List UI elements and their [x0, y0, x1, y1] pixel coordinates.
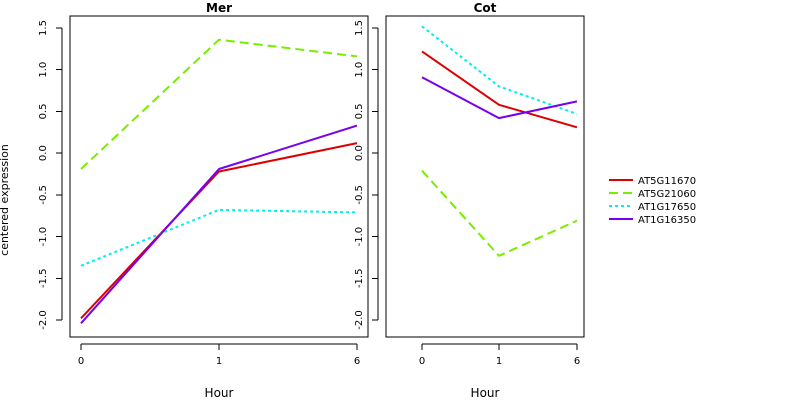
legend-entry: AT5G11670 — [609, 176, 696, 187]
series-line-at5g11670 — [80, 142, 358, 319]
y-tick-label: -1.5 — [354, 269, 365, 289]
chart-panel-mer: Mer -2.0 -1.5 -1.0 -0.5 0.0 0.5 1.0 1.5 0 1 6 Hour — [38, 1, 369, 400]
legend-label: AT1G16350 — [638, 215, 696, 226]
y-tick-label: -1.5 — [38, 269, 49, 289]
y-tick-label: -2.0 — [38, 310, 49, 330]
x-tick-label: 0 — [78, 356, 84, 367]
panel-title: Cot — [474, 1, 497, 15]
y-tick-label: -2.0 — [354, 310, 365, 330]
x-tick-label: 0 — [419, 356, 425, 367]
x-tick-label: 6 — [354, 356, 360, 367]
x-tick-label: 1 — [216, 356, 222, 367]
series-line-at5g11670 — [421, 50, 578, 129]
y-tick-label: 1.0 — [354, 62, 365, 78]
series-line-at1g16350 — [421, 76, 578, 120]
chart-panels: Mer-2.0-1.5-1.0-0.50.00.51.01.50 1 6HourCo… — [38, 1, 585, 400]
series-line-at1g17650 — [421, 25, 578, 115]
y-tick-label: -0.5 — [38, 185, 49, 205]
x-tick-label: 1 — [496, 356, 502, 367]
series-line-at1g16350 — [80, 124, 358, 324]
y-tick-label: 0.0 — [354, 145, 365, 161]
x-tick-label: 6 — [574, 356, 580, 367]
chart-panel-cot: Cot -2.0 -1.5 -1.0 -0.5 0.0 0.5 1.0 1.5 0 1 6 Hour — [354, 1, 585, 400]
series-line-at1g17650 — [80, 208, 358, 267]
x-axis-label: Hour — [471, 386, 500, 400]
legend-entry: AT5G21060 — [609, 189, 696, 200]
legend-entry: AT1G17650 — [609, 202, 696, 213]
y-tick-label: 0.5 — [354, 103, 365, 119]
plot-frame — [385, 15, 585, 338]
y-tick-label: -1.0 — [354, 227, 365, 247]
y-tick-label: 1.0 — [38, 62, 49, 78]
x-axis-label: Hour — [205, 386, 234, 400]
y-tick-label: -1.0 — [38, 227, 49, 247]
series-line-at5g21060 — [421, 170, 578, 257]
legend-entry: AT1G16350 — [609, 215, 696, 226]
y-tick-label: 1.5 — [354, 20, 365, 36]
y-tick-label: 0.5 — [38, 103, 49, 119]
y-tick-label: 0.0 — [38, 145, 49, 161]
legend-label: AT1G17650 — [638, 202, 696, 213]
panel-title: Mer — [206, 1, 232, 15]
y-tick-label: 1.5 — [38, 20, 49, 36]
y-tick-label: -0.5 — [354, 185, 365, 205]
legend-label: AT5G21060 — [638, 189, 696, 200]
legend-label: AT5G11670 — [638, 176, 696, 187]
series-line-at5g21060 — [80, 38, 358, 170]
shared-y-axis-label: centered expression — [0, 144, 11, 256]
chart-legend: AT5G11670 AT5G21060 AT1G17650 AT1G16350 — [609, 176, 696, 226]
plot-frame — [69, 15, 369, 338]
